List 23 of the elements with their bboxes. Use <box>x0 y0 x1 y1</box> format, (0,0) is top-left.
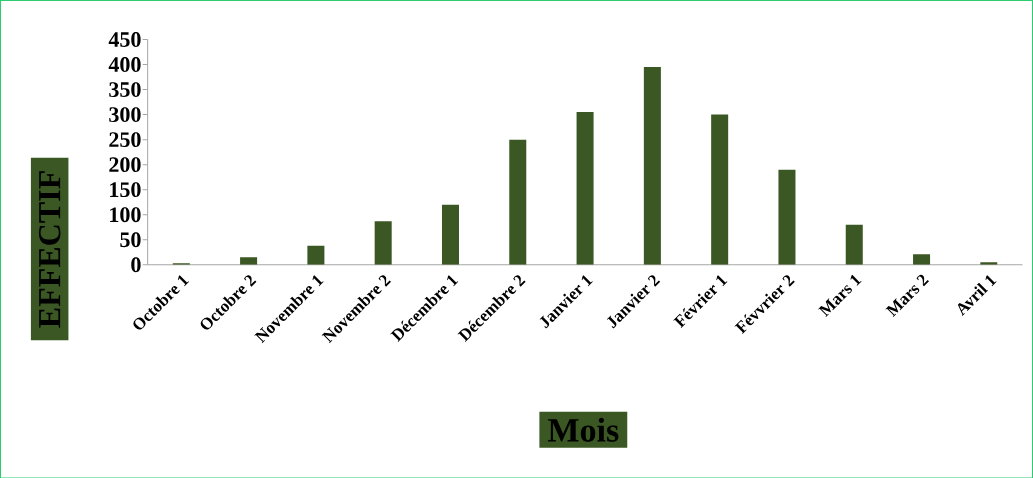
bar <box>913 254 931 265</box>
y-tick-label: 250 <box>109 131 141 147</box>
bar <box>711 114 729 265</box>
bar <box>307 245 325 265</box>
bar <box>576 111 594 265</box>
y-tick-label: 200 <box>109 157 141 172</box>
y-tick-label: 450 <box>108 31 141 47</box>
bar <box>643 66 661 265</box>
y-tick-label: 0 <box>131 257 141 272</box>
bar <box>778 169 796 265</box>
bar <box>240 257 258 265</box>
bar <box>845 224 863 265</box>
y-axis-title: EFFECTIF <box>38 171 61 328</box>
y-tick-label: 50 <box>120 232 141 247</box>
y-tick-label: 150 <box>110 182 141 197</box>
bar <box>509 139 527 265</box>
y-tick-label: 350 <box>109 81 141 97</box>
y-tick-label: 400 <box>108 56 141 72</box>
bar <box>441 204 459 265</box>
bar <box>374 220 392 265</box>
x-axis-title: Mois <box>547 417 619 442</box>
y-tick-label: 300 <box>109 106 141 122</box>
y-tick-label: 100 <box>110 207 141 222</box>
